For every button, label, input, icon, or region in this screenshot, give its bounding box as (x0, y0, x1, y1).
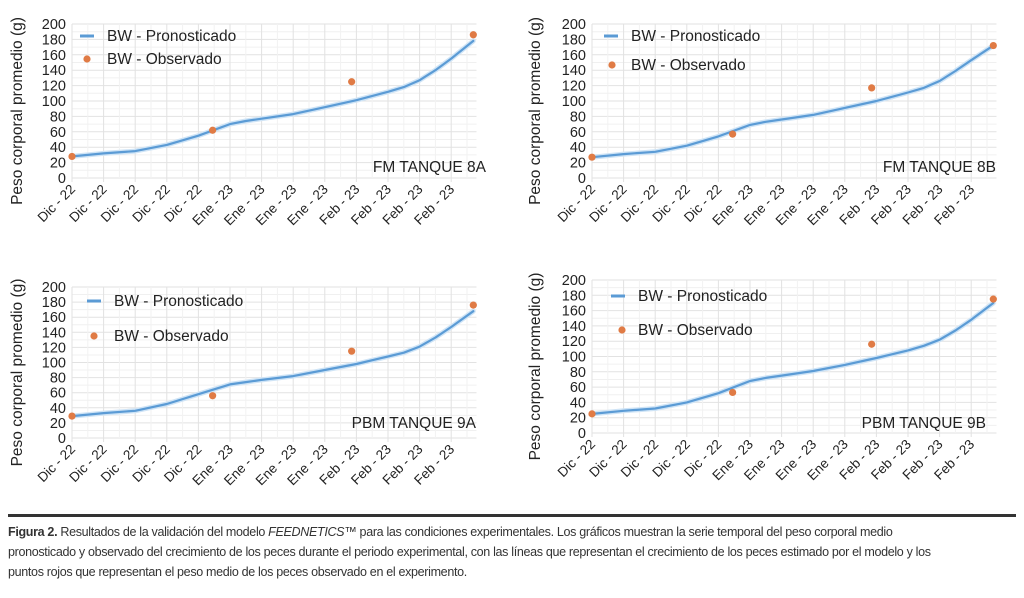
y-tick-label: 120 (42, 340, 66, 356)
y-tick-label: 20 (570, 156, 586, 172)
observed-point (209, 126, 217, 134)
observed-point (989, 41, 997, 50)
chart-panel-fm-tanque-8b: 0 20 40 60 80 100 120 140 160 180 200 Dic - 22 Dic -… (512, 0, 1024, 262)
y-tick-label: 160 (42, 310, 66, 326)
y-axis-label: Peso corporal promedio (g) (527, 17, 544, 205)
y-tick-label: 140 (42, 325, 66, 341)
y-tick-label: 0 (578, 171, 586, 187)
observed-point (729, 130, 737, 138)
y-tick-label: 80 (570, 109, 586, 125)
y-tick-label: 80 (50, 371, 66, 387)
y-tick-label: 200 (42, 17, 66, 33)
y-tick-label: 160 (562, 304, 586, 320)
y-tick-label: 120 (42, 79, 66, 95)
y-tick-label: 80 (570, 365, 586, 381)
y-axis-label: Peso corporal promedio (g) (9, 17, 26, 205)
legend-label-forecast: BW - Pronosticado (638, 288, 767, 305)
y-tick-label: 0 (578, 426, 586, 442)
y-tick-label: 0 (58, 431, 66, 447)
y-axis-label: Peso corporal promedio (g) (527, 273, 544, 461)
y-tick-label: 20 (570, 411, 586, 427)
y-tick-label: 20 (50, 416, 66, 432)
forecast-line (70, 310, 475, 418)
caption-text-before: Resultados de la validación del modelo (57, 524, 269, 539)
y-tick-label: 40 (570, 140, 586, 156)
y-axis-label: Peso corporal promedio (g) (9, 279, 26, 467)
caption-model-name: FEEDNETICS™ (268, 524, 357, 539)
legend-dot-icon (83, 55, 91, 63)
chart-panel-pbm-tanque-9a: 0 20 40 60 80 100 120 140 160 180 200 Dic - 22 Dic -… (0, 262, 512, 512)
observed-point (469, 31, 477, 39)
observed-point (348, 78, 356, 86)
observed-point (469, 301, 477, 309)
y-tick-label: 140 (562, 63, 586, 79)
panel-title: FM TANQUE 8A (373, 159, 487, 176)
observed-point (868, 84, 876, 92)
forecast-line (590, 301, 995, 415)
observed-point (588, 410, 596, 418)
y-tick-label: 40 (50, 140, 66, 156)
y-tick-label: 180 (562, 32, 586, 48)
forecast-line (70, 39, 475, 158)
y-tick-label: 180 (562, 288, 586, 304)
y-tick-label: 120 (562, 79, 586, 95)
y-tick-label: 60 (50, 386, 66, 402)
observed-point (348, 347, 356, 355)
y-tick-label: 160 (42, 48, 66, 64)
y-tick-label: 100 (42, 356, 66, 372)
y-tick-label: 100 (562, 94, 586, 110)
panel-title: PBM TANQUE 9B (862, 415, 986, 432)
forecast-line (590, 44, 995, 159)
figure-caption: Figura 2. Resultados de la validación de… (8, 522, 963, 582)
y-tick-label: 60 (570, 380, 586, 396)
y-tick-label: 140 (562, 319, 586, 335)
observed-point (868, 340, 876, 348)
observed-point (68, 412, 76, 420)
y-tick-label: 200 (42, 280, 66, 296)
y-tick-label: 200 (562, 17, 586, 33)
y-tick-label: 180 (42, 295, 66, 311)
y-tick-label: 180 (42, 32, 66, 48)
observed-point (209, 392, 217, 400)
y-tick-label: 80 (50, 109, 66, 125)
legend-label-forecast: BW - Pronosticado (631, 28, 760, 45)
chart-panel-pbm-tanque-9b: 0 20 40 60 80 100 120 140 160 180 200 Dic - 22 Dic -… (512, 262, 1024, 512)
legend-dot-icon (90, 332, 98, 340)
y-tick-label: 100 (562, 350, 586, 366)
observed-point (588, 153, 596, 161)
panel-title: FM TANQUE 8B (883, 159, 996, 176)
y-tick-label: 120 (562, 334, 586, 350)
forecast-line-halo (589, 300, 996, 417)
legend-label-observed: BW - Observado (107, 51, 222, 68)
legend-dot-icon (618, 326, 626, 334)
y-tick-label: 60 (50, 125, 66, 141)
y-tick-label: 20 (50, 156, 66, 172)
y-tick-label: 60 (570, 125, 586, 141)
caption-label: Figura 2. (8, 524, 58, 539)
observed-point (729, 388, 737, 397)
y-tick-label: 40 (50, 401, 66, 417)
chart-panel-fm-tanque-8a: 0 20 40 60 80 100 120 140 160 180 200 Dic - 22 Dic -… (0, 0, 512, 262)
y-tick-label: 40 (570, 395, 586, 411)
panel-title: PBM TANQUE 9A (352, 415, 477, 432)
observed-point (989, 295, 997, 303)
legend-label-observed: BW - Observado (631, 57, 746, 74)
legend-label-observed: BW - Observado (638, 322, 753, 339)
legend-label-forecast: BW - Pronosticado (107, 28, 236, 45)
y-tick-label: 160 (562, 48, 586, 64)
legend-dot-icon (608, 61, 616, 69)
y-tick-label: 200 (562, 273, 586, 289)
caption-divider (8, 514, 1016, 517)
y-tick-label: 140 (42, 63, 66, 79)
y-tick-label: 100 (42, 94, 66, 110)
observed-point (68, 152, 76, 161)
y-tick-label: 0 (58, 171, 66, 187)
legend-label-forecast: BW - Pronosticado (114, 293, 243, 310)
legend-label-observed: BW - Observado (114, 328, 229, 345)
caption-text-after: para las condiciones experimentales. Los… (8, 524, 931, 579)
